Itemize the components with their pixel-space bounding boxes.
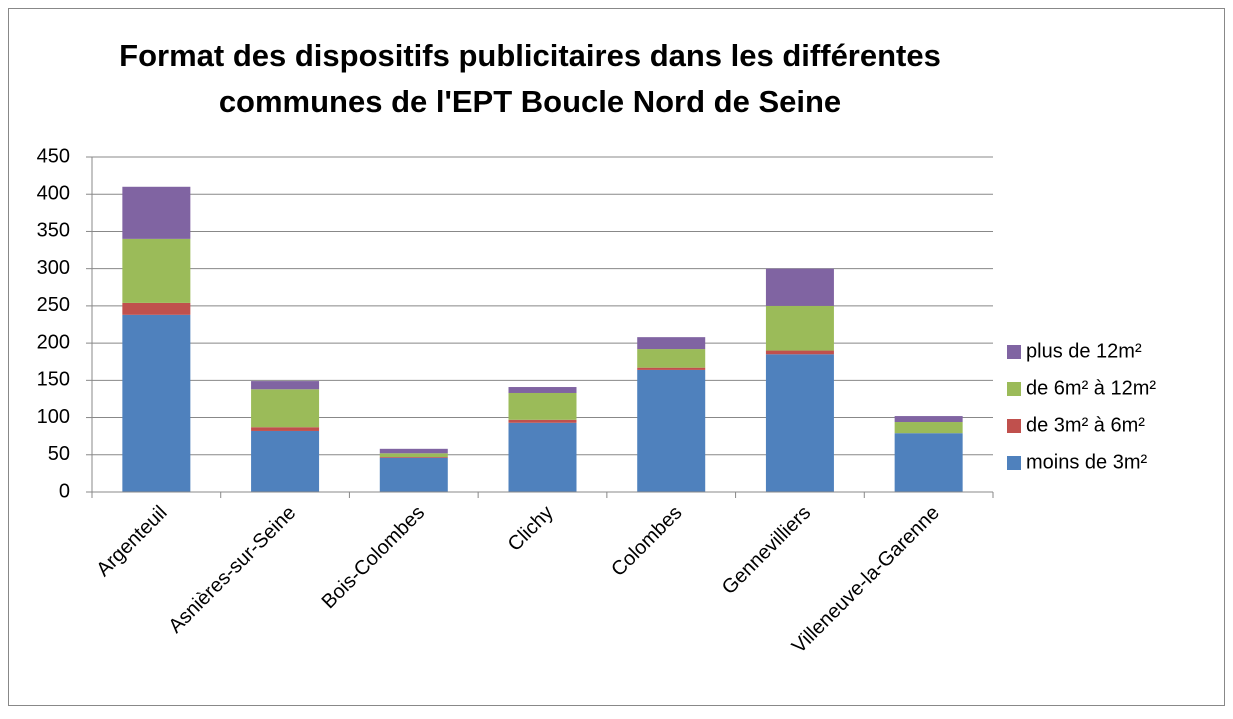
y-tick-label: 400 [37,183,70,205]
bar-segment [637,369,706,492]
bar-segment [637,367,706,370]
legend-swatch [1007,419,1021,433]
bar-segment [637,337,706,350]
y-tick-label: 250 [37,294,70,316]
bar-segment [122,314,191,492]
bar-segment [894,416,963,423]
legend-swatch [1007,345,1021,359]
legend-label: plus de 12m² [1026,340,1142,362]
bar-segment [765,305,834,351]
y-tick-label: 150 [37,369,70,391]
y-tick-label: 200 [37,331,70,353]
bar-segment [379,457,448,492]
legend-label: moins de 3m² [1026,451,1147,473]
y-tick-label: 450 [37,145,70,167]
chart-title: Format des dispositifs publicitaires dan… [119,38,941,73]
bar-segment [508,392,577,420]
bar-segment [251,389,320,428]
bar-segment [379,448,448,454]
bar-segment [765,268,834,306]
chart-title: communes de l'EPT Boucle Nord de Seine [219,84,841,119]
bar-segment [251,430,320,492]
bar-segment [508,422,577,492]
bar-segment [894,433,963,492]
bar-segment [122,186,191,239]
bar-segment [251,427,320,431]
y-tick-label: 50 [48,443,70,465]
bar-segment [122,302,191,315]
bar-segment [894,422,963,434]
bar-segment [765,354,834,492]
bar-segment [508,419,577,423]
legend-label: de 6m² à 12m² [1026,377,1156,399]
bar-segment [637,349,706,368]
bar-segment [379,453,448,458]
legend-swatch [1007,456,1021,470]
y-tick-label: 100 [37,406,70,428]
legend-label: de 3m² à 6m² [1026,414,1145,436]
chart-frame [8,8,1225,706]
bar-segment [765,350,834,355]
bar-segment [508,387,577,393]
y-tick-label: 350 [37,220,70,242]
bar-segment [251,381,320,390]
y-tick-label: 300 [37,257,70,279]
y-tick-label: 0 [59,480,70,502]
bar-segment [379,457,448,458]
legend-swatch [1007,382,1021,396]
bar-segment [122,238,191,303]
